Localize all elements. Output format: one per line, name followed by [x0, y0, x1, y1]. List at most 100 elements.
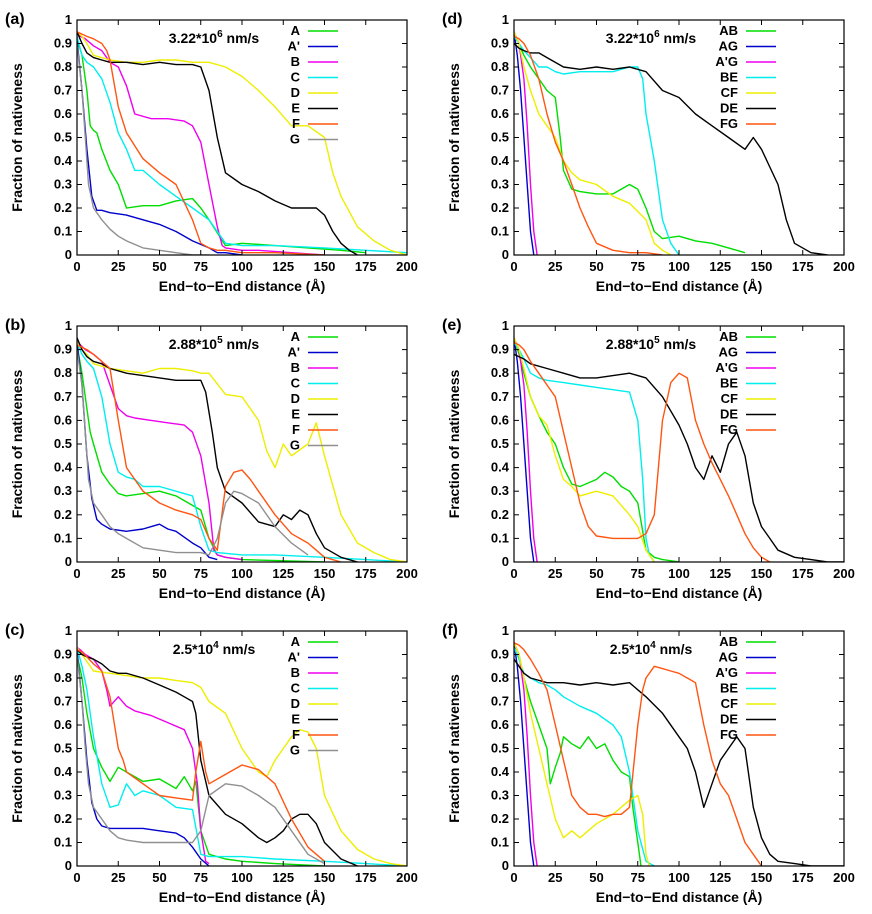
x-tick-label: 100 — [668, 566, 690, 581]
series-group — [77, 337, 407, 562]
x-tick-label: 75 — [194, 566, 208, 581]
panel-label: (b) — [5, 317, 25, 334]
x-tick-label: 100 — [668, 870, 690, 885]
legend-label: F — [292, 422, 300, 437]
y-tick-label: 0.1 — [491, 530, 509, 545]
series-line-d — [77, 647, 407, 866]
legend-label: BE — [720, 70, 738, 85]
y-tick-label: 0.8 — [54, 670, 72, 685]
y-tick-label: 0.7 — [491, 694, 509, 709]
legend-label: DE — [720, 712, 738, 727]
y-tick-label: 1 — [502, 12, 509, 27]
y-tick-label: 0.6 — [491, 412, 509, 427]
series-line-a — [77, 38, 366, 254]
legend-label: DE — [720, 407, 738, 422]
y-axis-label: Fraction of nativeness — [9, 63, 25, 212]
legend-label: A'G — [715, 665, 738, 680]
y-tick-label: 0.3 — [491, 177, 509, 192]
x-tick-label: 75 — [194, 259, 208, 274]
y-axis-label: Fraction of nativeness — [446, 63, 462, 212]
series-line-e — [77, 649, 358, 866]
panel-label: (a) — [5, 11, 25, 28]
series-line-fg — [514, 642, 763, 866]
x-tick-label: 25 — [548, 870, 562, 885]
legend-label: FG — [720, 116, 738, 131]
series-line-g — [77, 43, 209, 255]
y-tick-label: 0.9 — [491, 342, 509, 357]
x-tick-label: 75 — [631, 870, 645, 885]
x-tick-label: 50 — [589, 870, 603, 885]
y-axis-label: Fraction of nativeness — [9, 369, 25, 518]
x-tick-label: 150 — [314, 259, 336, 274]
series-line-fg — [514, 35, 663, 255]
speed-label: 2.5*104 nm/s — [173, 640, 256, 657]
x-tick-label: 50 — [152, 259, 166, 274]
x-tick-label: 200 — [396, 259, 418, 274]
x-tick-label: 50 — [589, 259, 603, 274]
series-line-be — [514, 647, 655, 866]
series-line-d — [77, 31, 407, 255]
y-tick-label: 0 — [65, 554, 72, 569]
y-tick-label: 0.5 — [54, 741, 72, 756]
y-tick-label: 0.9 — [491, 647, 509, 662]
x-tick-label: 125 — [709, 566, 731, 581]
x-axis-label: End−to−End distance (Å) — [159, 278, 325, 294]
x-tick-label: 100 — [231, 870, 253, 885]
y-tick-label: 0.4 — [54, 764, 73, 779]
x-tick-label: 175 — [355, 566, 377, 581]
legend-label: AG — [719, 650, 739, 665]
legend-label: BE — [720, 681, 738, 696]
panel-label: (e) — [442, 317, 462, 334]
plot-frame — [513, 19, 845, 256]
y-tick-label: 0.4 — [491, 460, 510, 475]
x-tick-label: 200 — [396, 566, 418, 581]
y-tick-label: 1 — [65, 318, 72, 333]
y-tick-label: 0.3 — [54, 177, 72, 192]
legend-label: D — [291, 391, 300, 406]
legend-label: AG — [719, 345, 739, 360]
x-tick-label: 0 — [73, 259, 80, 274]
y-tick-label: 0.7 — [54, 389, 72, 404]
y-tick-label: 0.9 — [54, 342, 72, 357]
x-tick-label: 25 — [548, 259, 562, 274]
x-tick-label: 150 — [751, 870, 773, 885]
x-tick-label: 200 — [396, 870, 418, 885]
x-tick-label: 175 — [792, 870, 814, 885]
y-tick-label: 0.8 — [491, 365, 509, 380]
x-tick-label: 75 — [194, 870, 208, 885]
x-tick-label: 100 — [668, 259, 690, 274]
legend-label: A — [291, 634, 301, 649]
legend-label: A' — [288, 650, 300, 665]
legend-label: C — [291, 70, 301, 85]
x-tick-label: 200 — [833, 870, 855, 885]
y-tick-label: 0.5 — [54, 436, 72, 451]
series-line-be — [514, 342, 655, 562]
x-tick-label: 175 — [792, 259, 814, 274]
legend-label: A — [291, 23, 301, 38]
x-tick-label: 200 — [833, 259, 855, 274]
series-line-ab — [514, 642, 642, 866]
speed-label: 2.5*104 nm/s — [610, 640, 693, 657]
x-tick-label: 50 — [152, 870, 166, 885]
y-tick-label: 0.2 — [491, 507, 509, 522]
x-tick-label: 50 — [152, 566, 166, 581]
speed-label: 2.88*105 nm/s — [169, 335, 260, 352]
x-tick-label: 25 — [111, 566, 125, 581]
y-tick-label: 0.3 — [54, 788, 72, 803]
x-tick-label: 0 — [510, 870, 517, 885]
panel-label: (d) — [442, 11, 462, 28]
series-line-cf — [514, 31, 672, 255]
series-line-de — [514, 42, 828, 255]
series-line-ag — [514, 31, 535, 255]
y-tick-label: 0 — [65, 858, 72, 873]
y-tick-label: 0.3 — [491, 788, 509, 803]
legend-label: B — [291, 360, 300, 375]
y-tick-label: 0.6 — [54, 717, 72, 732]
y-tick-label: 0.3 — [491, 483, 509, 498]
legend-label: G — [290, 132, 300, 147]
series-line-ab — [514, 31, 746, 254]
speed-label: 3.22*106 nm/s — [606, 29, 697, 46]
legend-label: B — [291, 54, 300, 69]
panel-label: (f) — [442, 622, 458, 639]
y-tick-label: 0.5 — [54, 130, 72, 145]
